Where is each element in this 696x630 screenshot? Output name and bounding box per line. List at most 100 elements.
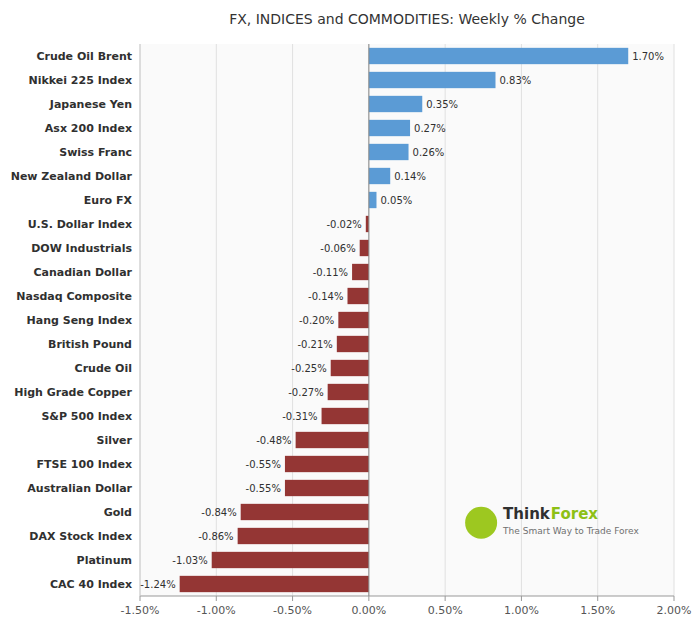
annotation: Think <box>503 505 551 523</box>
category-label: New Zealand Dollar <box>11 170 133 183</box>
bars <box>180 48 629 592</box>
bar <box>369 120 410 136</box>
bar <box>212 552 369 568</box>
bar <box>285 456 369 472</box>
bar <box>369 48 628 64</box>
bar <box>180 576 369 592</box>
data-label: -0.84% <box>201 507 236 518</box>
category-label: Hang Seng Index <box>27 314 132 327</box>
bar <box>331 360 369 376</box>
data-label: -0.48% <box>256 435 291 446</box>
data-label: -0.31% <box>282 411 317 422</box>
tick-label: 1.00% <box>504 604 539 617</box>
category-label: CAC 40 Index <box>50 578 132 591</box>
tick-mark <box>292 596 293 601</box>
bar <box>296 432 369 448</box>
category-label: Nikkei 225 Index <box>28 74 132 87</box>
data-label: -0.02% <box>326 219 361 230</box>
data-label: -0.86% <box>198 531 233 542</box>
category-label: Gold <box>104 506 132 519</box>
tick-label: 1.50% <box>580 604 615 617</box>
bar <box>369 168 390 184</box>
category-label: Australian Dollar <box>27 482 132 495</box>
tick-mark <box>368 596 369 601</box>
category-label: Nasdaq Composite <box>16 290 132 303</box>
category-label: FTSE 100 Index <box>37 458 132 471</box>
category-label: Asx 200 Index <box>45 122 132 135</box>
tick-label: -0.50% <box>273 604 312 617</box>
category-label: Euro FX <box>84 194 133 207</box>
data-label: 0.35% <box>426 99 458 110</box>
y-axis-line <box>140 44 141 596</box>
bar <box>285 480 369 496</box>
annotations: ThinkForex The Smart Way to Trade Forex <box>465 505 639 539</box>
tick-mark <box>445 596 446 601</box>
bar <box>241 504 369 520</box>
data-label: 1.70% <box>632 51 664 62</box>
grid <box>140 44 674 596</box>
x-axis-line <box>140 596 674 597</box>
data-label: 0.26% <box>413 147 445 158</box>
category-label: British Pound <box>48 338 132 351</box>
bar <box>328 384 369 400</box>
bar <box>352 264 369 280</box>
category-label: Platinum <box>77 554 132 567</box>
grid-line <box>140 44 141 596</box>
data-label: -0.25% <box>291 363 326 374</box>
bar <box>369 144 409 160</box>
bar <box>369 72 496 88</box>
bar <box>322 408 369 424</box>
category-label: S&P 500 Index <box>41 410 132 423</box>
data-label: -0.11% <box>313 267 348 278</box>
data-label: 0.27% <box>414 123 446 134</box>
data-label: -0.55% <box>246 483 281 494</box>
grid-line <box>368 44 369 596</box>
category-label: Silver <box>96 434 132 447</box>
bar <box>338 312 369 328</box>
bar <box>369 192 377 208</box>
tick-label: 2.00% <box>657 604 692 617</box>
category-label: Crude Oil Brent <box>36 50 132 63</box>
category-label: Japanese Yen <box>49 98 132 111</box>
tick-label: -1.50% <box>121 604 160 617</box>
y-axis: Crude Oil Brent Nikkei 225 Index Japanese … <box>11 50 133 591</box>
tick-label: 0.50% <box>428 604 463 617</box>
tick-label: -1.00% <box>197 604 236 617</box>
zero-line <box>368 44 369 596</box>
data-labels: 1.70%0.83%0.35%0.27%0.26%0.14%0.05%-0.02… <box>140 51 664 590</box>
data-label: -1.03% <box>172 555 207 566</box>
data-label: -0.21% <box>297 339 332 350</box>
category-label: DAX Stock Index <box>29 530 132 543</box>
logo-mark <box>465 507 497 539</box>
grid-line <box>674 44 675 596</box>
tick-mark <box>521 596 522 601</box>
category-label: DOW Industrials <box>31 242 132 255</box>
data-label: -0.27% <box>288 387 323 398</box>
tick-label: 0.00% <box>351 604 386 617</box>
plot-background <box>140 44 674 596</box>
tick-mark <box>140 596 141 601</box>
category-label: Swiss Franc <box>59 146 132 159</box>
bar <box>238 528 369 544</box>
tick-mark <box>597 596 598 601</box>
title: FX, INDICES and COMMODITIES: Weekly % Ch… <box>229 11 585 27</box>
category-label: Canadian Dollar <box>33 266 132 279</box>
data-label: -0.06% <box>320 243 355 254</box>
tick-mark <box>674 596 675 601</box>
chart: FX, INDICES and COMMODITIES: Weekly % Ch… <box>0 0 696 630</box>
x-axis: -1.50% -1.00% -0.50% 0.00% 0.50% 1.00% 1.50% 2.… <box>121 596 692 617</box>
category-label: U.S. Dollar Index <box>28 218 132 231</box>
bar <box>347 288 368 304</box>
bar <box>337 336 369 352</box>
data-label: -0.14% <box>308 291 343 302</box>
data-label: -1.24% <box>140 579 175 590</box>
annotation: The Smart Way to Trade Forex <box>502 526 639 536</box>
chart-container: FX, INDICES and COMMODITIES: Weekly % Ch… <box>0 0 696 630</box>
bar <box>360 240 369 256</box>
annotation: Forex <box>551 505 599 523</box>
category-label: Crude Oil <box>75 362 132 375</box>
category-label: High Grade Copper <box>14 386 132 399</box>
data-label: 0.83% <box>499 75 531 86</box>
data-label: 0.14% <box>394 171 426 182</box>
tick-mark <box>216 596 217 601</box>
